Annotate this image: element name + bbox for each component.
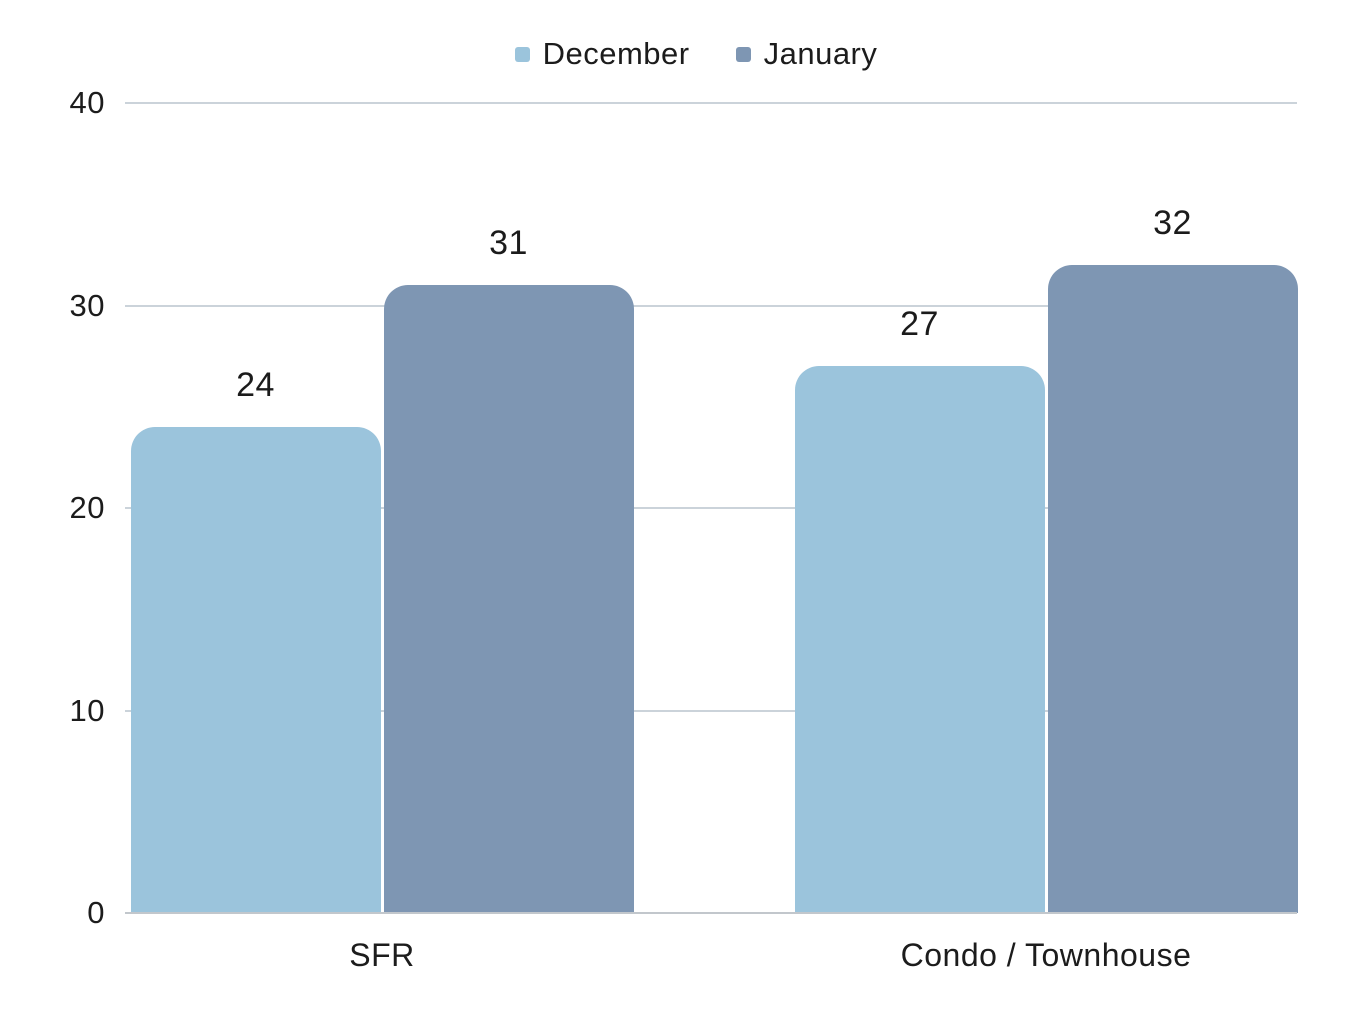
legend-item-january: January xyxy=(735,36,878,72)
y-axis-tick-label: 10 xyxy=(69,692,105,728)
bar-value-label: 32 xyxy=(1153,204,1192,242)
y-axis-tick-label: 30 xyxy=(69,287,105,323)
x-axis-line xyxy=(125,912,1297,914)
gridline-10 xyxy=(125,709,1297,712)
gridline-30 xyxy=(125,304,1297,307)
bar-december-0 xyxy=(130,427,381,913)
legend-swatch-icon xyxy=(514,46,530,62)
gridline-40 xyxy=(125,102,1297,104)
bar-value-label: 27 xyxy=(900,305,939,344)
bar-value-label: 31 xyxy=(489,224,528,263)
legend-label: December xyxy=(542,36,690,71)
chart-legend: December January xyxy=(21,36,1350,72)
legend-item-december: December xyxy=(514,36,690,72)
x-axis-category-label: Condo / Townhouse xyxy=(900,937,1192,973)
bar-january-0 xyxy=(383,285,634,913)
bar-january-1 xyxy=(1047,265,1298,913)
y-axis-tick-label: 20 xyxy=(69,490,105,525)
x-axis-category-label: SFR xyxy=(349,937,415,973)
y-axis-tick-label: 0 xyxy=(87,895,105,930)
bar-december-1 xyxy=(794,366,1045,913)
legend-label: January xyxy=(763,36,878,71)
y-axis-tick-label: 40 xyxy=(69,85,105,120)
legend-swatch-icon xyxy=(735,46,751,62)
gridline-20 xyxy=(125,507,1297,509)
bar-value-label: 24 xyxy=(236,366,275,404)
